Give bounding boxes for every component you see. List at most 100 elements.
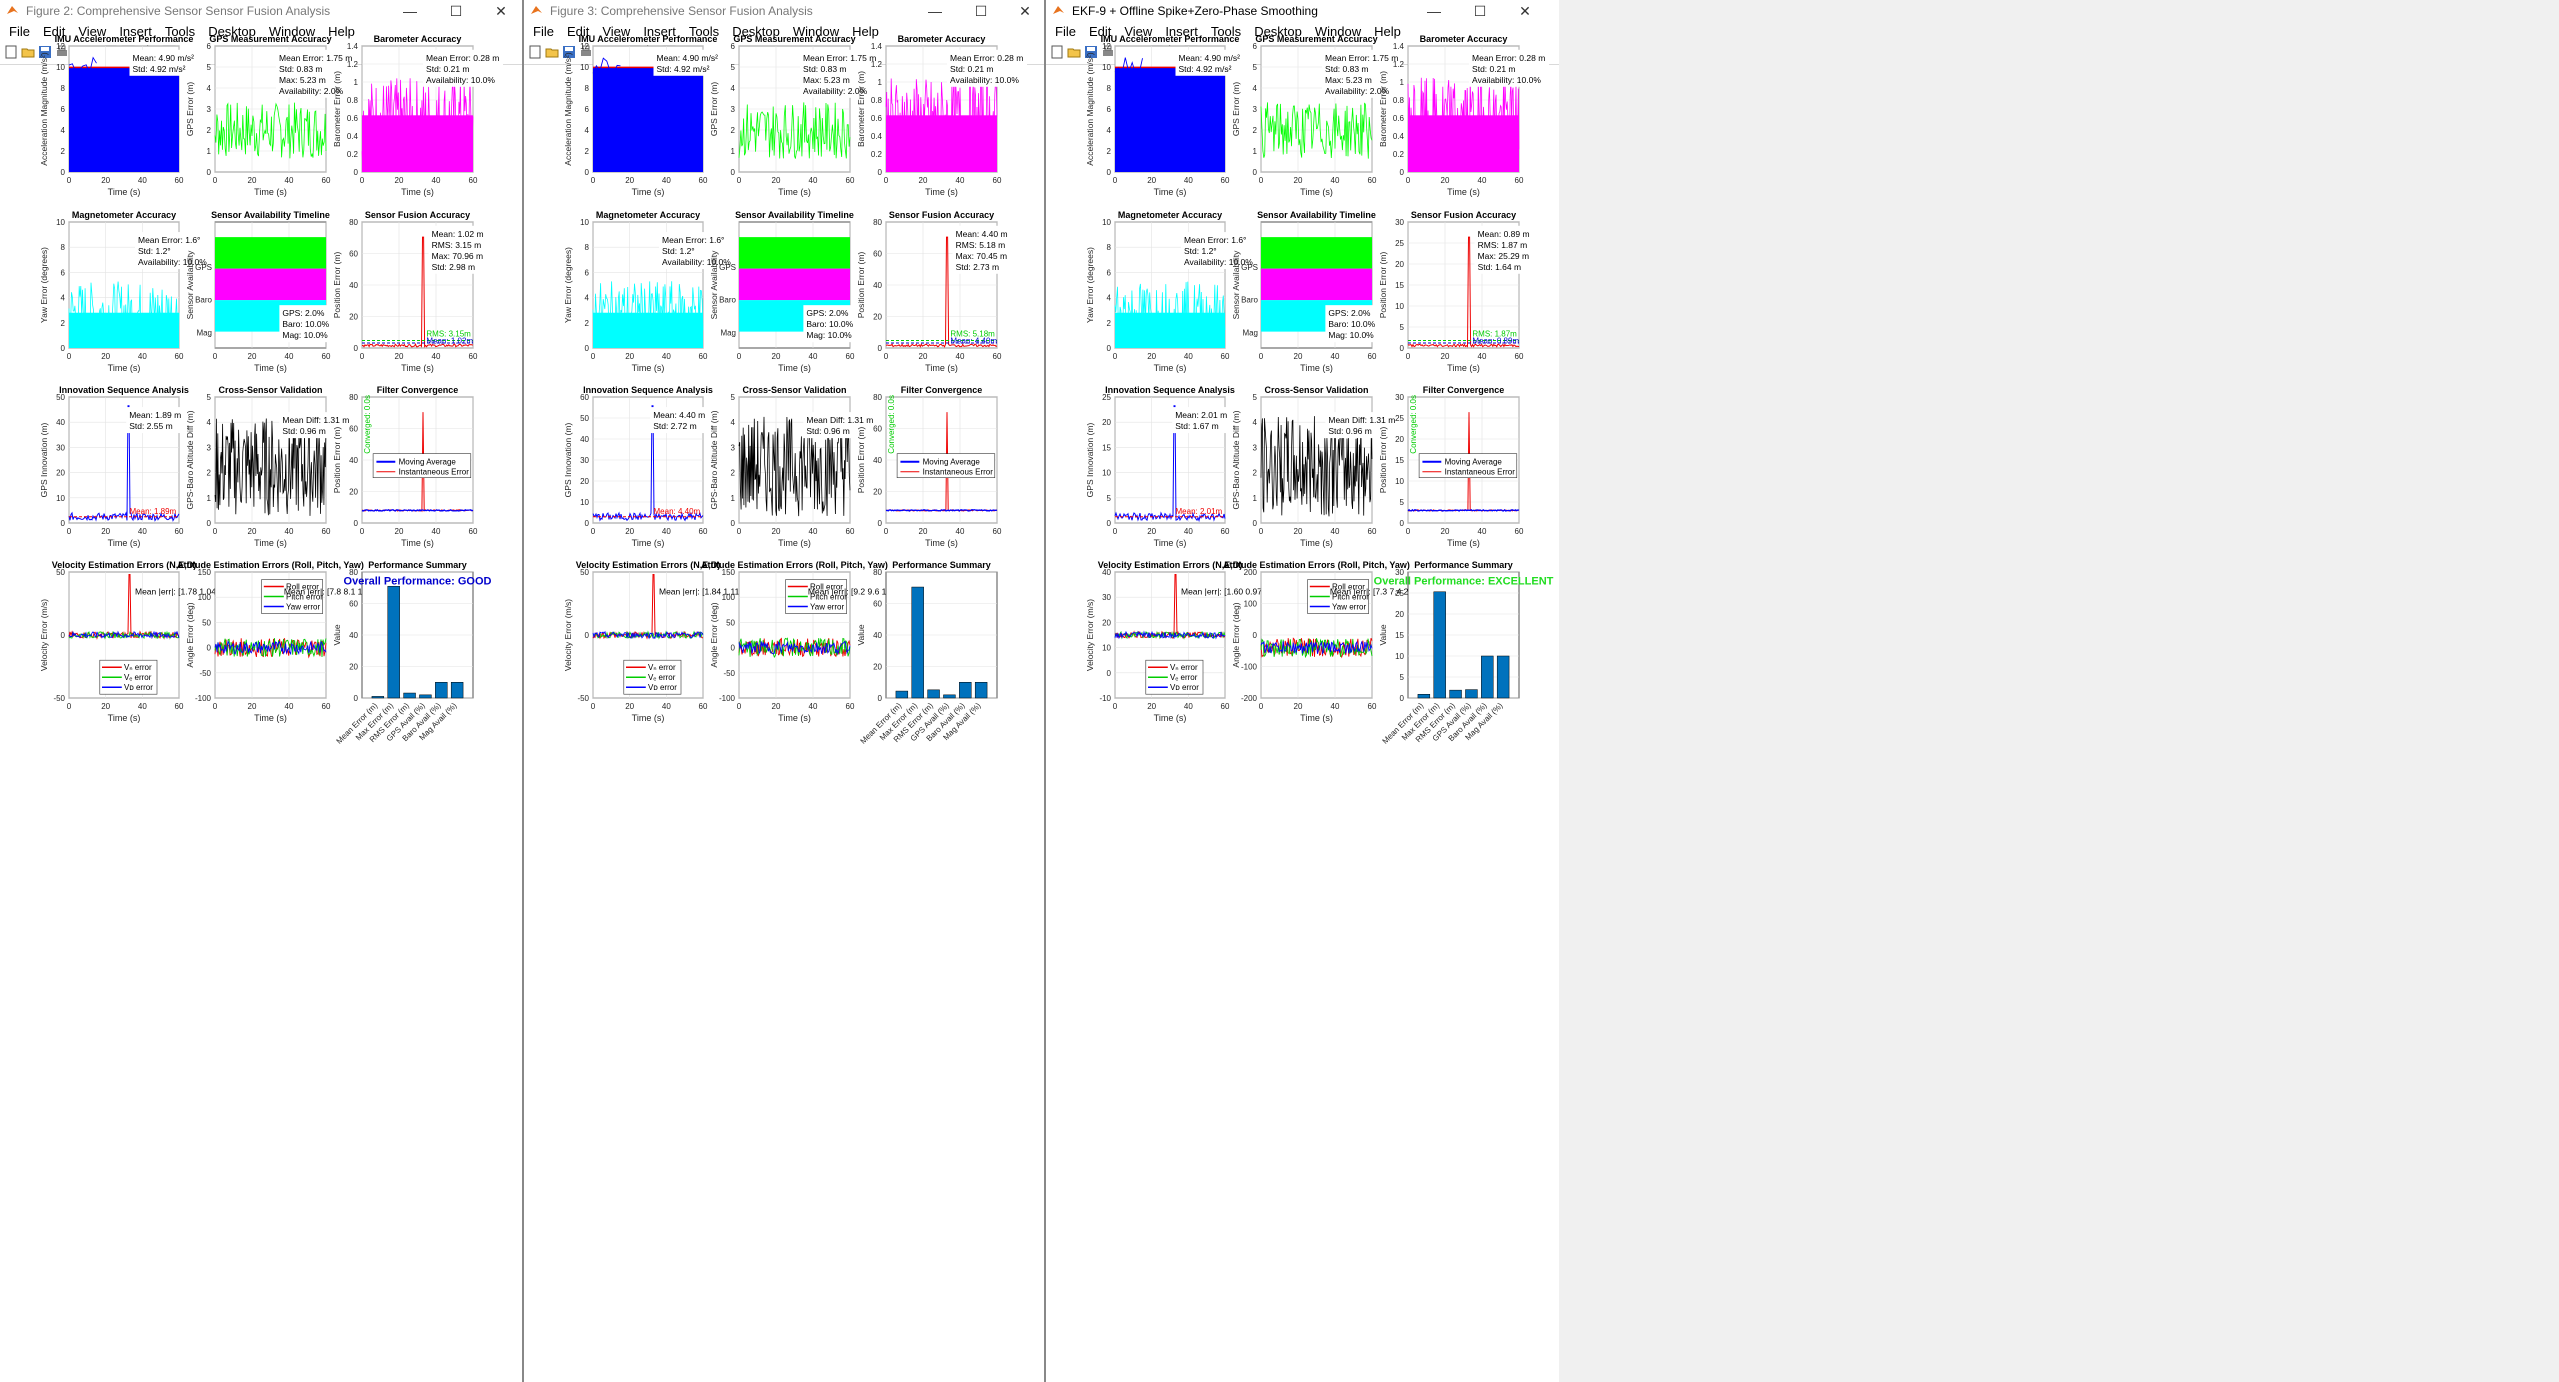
close-button[interactable]: ✕ bbox=[1019, 3, 1031, 19]
menu-view[interactable]: View bbox=[78, 24, 107, 39]
x-tick-label: 20 bbox=[1294, 702, 1303, 711]
menu-window[interactable]: Window bbox=[1314, 24, 1362, 39]
axes-imu[interactable]: 0 2 4 6 8 10 12 0 20 40 60 Mean: 4.90 m/s² Std: 4.92… bbox=[1085, 34, 1256, 197]
y-axis-label: Position Error (m) bbox=[332, 252, 342, 319]
menu-help[interactable]: Help bbox=[328, 24, 355, 39]
menu-file[interactable]: File bbox=[533, 24, 554, 39]
minimize-button[interactable]: — bbox=[403, 3, 417, 19]
axes-perf[interactable]: 0 5 10 15 20 25 30 Mean Error (m) Max Error (m) R… bbox=[1374, 560, 1554, 746]
x-tick-label: 40 bbox=[1184, 527, 1193, 536]
new-figure-icon[interactable] bbox=[1050, 45, 1064, 59]
menu-tools[interactable]: Tools bbox=[164, 24, 196, 39]
stats-text: Mean: 4.90 m/s² bbox=[133, 53, 195, 63]
x-tick-label: 60 bbox=[699, 352, 708, 361]
x-axis-label: Time (s) bbox=[1447, 538, 1480, 548]
maximize-button[interactable]: ☐ bbox=[974, 3, 988, 19]
print-icon[interactable] bbox=[55, 45, 69, 59]
axes-att[interactable]: -200 -100 0 100 200 0 20 40 60 Roll error Pitch er… bbox=[1223, 560, 1410, 723]
close-button[interactable]: ✕ bbox=[495, 3, 507, 19]
axes-perf[interactable]: 0 20 40 60 80 Mean Error (m) Max Error (m) RMS … bbox=[332, 560, 492, 746]
axes-imu[interactable]: 0 2 4 6 8 10 12 0 20 40 60 Mean: 4.90 m/s² Std: 4.92… bbox=[563, 34, 734, 197]
print-icon[interactable] bbox=[1101, 45, 1115, 59]
new-figure-icon[interactable] bbox=[4, 45, 18, 59]
y-axis-label: Value bbox=[332, 624, 342, 645]
axes-gps[interactable]: 0 1 2 3 4 5 6 0 20 40 60 Mean Error: 1.75 m Std: 0.8… bbox=[185, 34, 357, 197]
menu-help[interactable]: Help bbox=[1374, 24, 1401, 39]
maximize-button[interactable]: ☐ bbox=[1473, 3, 1487, 19]
axes-mag[interactable]: 0 2 4 6 8 10 0 20 40 60 Mean Error: 1.6° Std: 1.2° A… bbox=[39, 210, 215, 373]
x-tick-label: 60 bbox=[846, 527, 855, 536]
axes-baro[interactable]: 0 0.2 0.4 0.6 0.8 1 1.2 1.4 0 20 40 60 Mean Error: 0… bbox=[332, 34, 504, 197]
axes-gps[interactable]: 0 1 2 3 4 5 6 0 20 40 60 Mean Error: 1.75 m Std: 0.8… bbox=[1231, 34, 1403, 197]
axes-vel[interactable]: -10 0 10 20 30 40 0 20 40 60 Vₙ error Vₑ error Vᴅ er… bbox=[1085, 560, 1262, 723]
x-tick-label: 60 bbox=[175, 527, 184, 536]
axes-cross[interactable]: 0 1 2 3 4 5 0 20 40 60 Mean Diff: 1.31 m Std: 0.96 … bbox=[185, 385, 360, 548]
new-figure-icon[interactable] bbox=[528, 45, 542, 59]
menu-view[interactable]: View bbox=[602, 24, 631, 39]
maximize-button[interactable]: ☐ bbox=[449, 3, 463, 19]
menu-file[interactable]: File bbox=[9, 24, 30, 39]
axes-avail[interactable]: 0 20 40 60 GPS Baro Mag GPS: 2.0% Baro: 10.0% Mag… bbox=[1231, 210, 1406, 373]
stats-text: Mean Error: 1.75 m bbox=[1325, 53, 1398, 63]
save-icon[interactable] bbox=[562, 45, 576, 59]
open-file-icon[interactable] bbox=[545, 45, 559, 59]
save-icon[interactable] bbox=[1084, 45, 1098, 59]
menu-insert[interactable]: Insert bbox=[643, 24, 676, 39]
minimize-button[interactable]: — bbox=[1427, 3, 1441, 19]
close-button[interactable]: ✕ bbox=[1519, 3, 1531, 19]
menu-tools[interactable]: Tools bbox=[1210, 24, 1242, 39]
menu-help[interactable]: Help bbox=[852, 24, 879, 39]
axes-vel[interactable]: -50 0 50 0 20 40 60 Vₙ error Vₑ error Vᴅ error Mea… bbox=[563, 560, 740, 723]
axes-fusion[interactable]: 0 20 40 60 80 0 20 40 60 RMS: 5.18m Mean: 4.40m Mea… bbox=[856, 210, 1033, 373]
menu-edit[interactable]: Edit bbox=[42, 24, 66, 39]
axes-conv[interactable]: 0 20 40 60 80 0 20 40 60 Moving Average Instantane… bbox=[332, 385, 478, 548]
axes-cross[interactable]: 0 1 2 3 4 5 0 20 40 60 Mean Diff: 1.31 m Std: 0.96 … bbox=[709, 385, 884, 548]
open-file-icon[interactable] bbox=[21, 45, 35, 59]
stats-text: Mean Error: 0.28 m bbox=[950, 53, 1023, 63]
axes-imu[interactable]: 0 2 4 6 8 10 12 0 20 40 60 Mean: 4.90 m/s² Std: 4.92… bbox=[39, 34, 210, 197]
menu-edit[interactable]: Edit bbox=[566, 24, 590, 39]
axes-baro[interactable]: 0 0.2 0.4 0.6 0.8 1 1.2 1.4 0 20 40 60 Mean Error: 0… bbox=[856, 34, 1028, 197]
y-tick-label: 0 bbox=[1253, 519, 1258, 528]
axes-mag[interactable]: 0 2 4 6 8 10 0 20 40 60 Mean Error: 1.6° Std: 1.2° A… bbox=[563, 210, 739, 373]
menu-insert[interactable]: Insert bbox=[1165, 24, 1198, 39]
axes-vel[interactable]: -50 0 50 0 20 40 60 Vₙ error Vₑ error Vᴅ error Mea… bbox=[39, 560, 216, 723]
axes-fusion[interactable]: 0 5 10 15 20 25 30 0 20 40 60 RMS: 1.87m Mean: 0.89m… bbox=[1378, 210, 1555, 373]
save-icon[interactable] bbox=[38, 45, 52, 59]
menu-file[interactable]: File bbox=[1055, 24, 1076, 39]
open-file-icon[interactable] bbox=[1067, 45, 1081, 59]
menu-view[interactable]: View bbox=[1124, 24, 1153, 39]
axes-mag[interactable]: 0 2 4 6 8 10 0 20 40 60 Mean Error: 1.6° Std: 1.2° A… bbox=[1085, 210, 1261, 373]
menu-insert[interactable]: Insert bbox=[119, 24, 152, 39]
print-icon[interactable] bbox=[579, 45, 593, 59]
x-tick-label: 0 bbox=[1113, 352, 1118, 361]
minimize-button[interactable]: — bbox=[928, 3, 942, 19]
menu-desktop[interactable]: Desktop bbox=[1254, 24, 1302, 39]
axes-innov[interactable]: 0 10 20 30 40 50 0 20 40 60 Mean: 1.89m Mean: 1.89 … bbox=[39, 385, 207, 548]
menu-desktop[interactable]: Desktop bbox=[208, 24, 256, 39]
y-tick-label: 5 bbox=[1253, 393, 1258, 402]
x-tick-label: 20 bbox=[919, 176, 928, 185]
axes-conv[interactable]: 0 5 10 15 20 25 30 0 20 40 60 Moving Average Instant… bbox=[1378, 385, 1524, 548]
menu-window[interactable]: Window bbox=[268, 24, 316, 39]
menu-edit[interactable]: Edit bbox=[1088, 24, 1112, 39]
vd-error-line bbox=[592, 630, 704, 640]
axes-avail[interactable]: 0 20 40 60 GPS Baro Mag GPS: 2.0% Baro: 10.0% Mag… bbox=[709, 210, 884, 373]
menu-tools[interactable]: Tools bbox=[688, 24, 720, 39]
axes-innov[interactable]: 0 5 10 15 20 25 0 20 40 60 Mean: 2.01m Mean: 2.01 m… bbox=[1085, 385, 1253, 548]
axes-att[interactable]: -100 -50 0 50 100 150 0 20 40 60 Roll error Pitch e… bbox=[701, 560, 891, 723]
y-tick-label: 1.4 bbox=[347, 42, 359, 51]
axes-perf[interactable]: 0 20 40 60 80 Mean Error (m) Max Error (m) RMS … bbox=[856, 560, 998, 746]
axes-innov[interactable]: 0 10 20 30 40 50 60 0 20 40 60 Mean: 4.40m Mean: 4.4… bbox=[563, 385, 731, 548]
axes-att[interactable]: -100 -50 0 50 100 150 0 20 40 60 Roll error Pitch e… bbox=[177, 560, 370, 723]
axes-baro[interactable]: 0 0.2 0.4 0.6 0.8 1 1.2 1.4 0 20 40 60 Mean Error: 0… bbox=[1378, 34, 1550, 197]
axes-fusion[interactable]: 0 20 40 60 80 0 20 40 60 RMS: 3.15m Mean: 1.02m Mea… bbox=[332, 210, 509, 373]
axes-conv[interactable]: 0 20 40 60 80 0 20 40 60 Moving Average Instantane… bbox=[856, 385, 1002, 548]
axes-gps[interactable]: 0 1 2 3 4 5 6 0 20 40 60 Mean Error: 1.75 m Std: 0.8… bbox=[709, 34, 881, 197]
menu-window[interactable]: Window bbox=[792, 24, 840, 39]
menu-desktop[interactable]: Desktop bbox=[732, 24, 780, 39]
axes-cross[interactable]: 0 1 2 3 4 5 0 20 40 60 Mean Diff: 1.31 m Std: 0.96 … bbox=[1231, 385, 1406, 548]
axes-avail[interactable]: 0 20 40 60 GPS Baro Mag GPS: 2.0% Baro: 10.0% Mag… bbox=[185, 210, 360, 373]
x-tick-label: 60 bbox=[1221, 352, 1230, 361]
